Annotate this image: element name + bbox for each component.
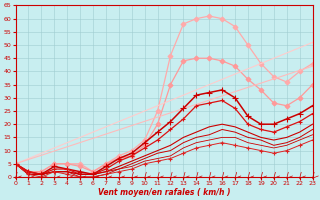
X-axis label: Vent moyen/en rafales ( km/h ): Vent moyen/en rafales ( km/h )	[98, 188, 230, 197]
